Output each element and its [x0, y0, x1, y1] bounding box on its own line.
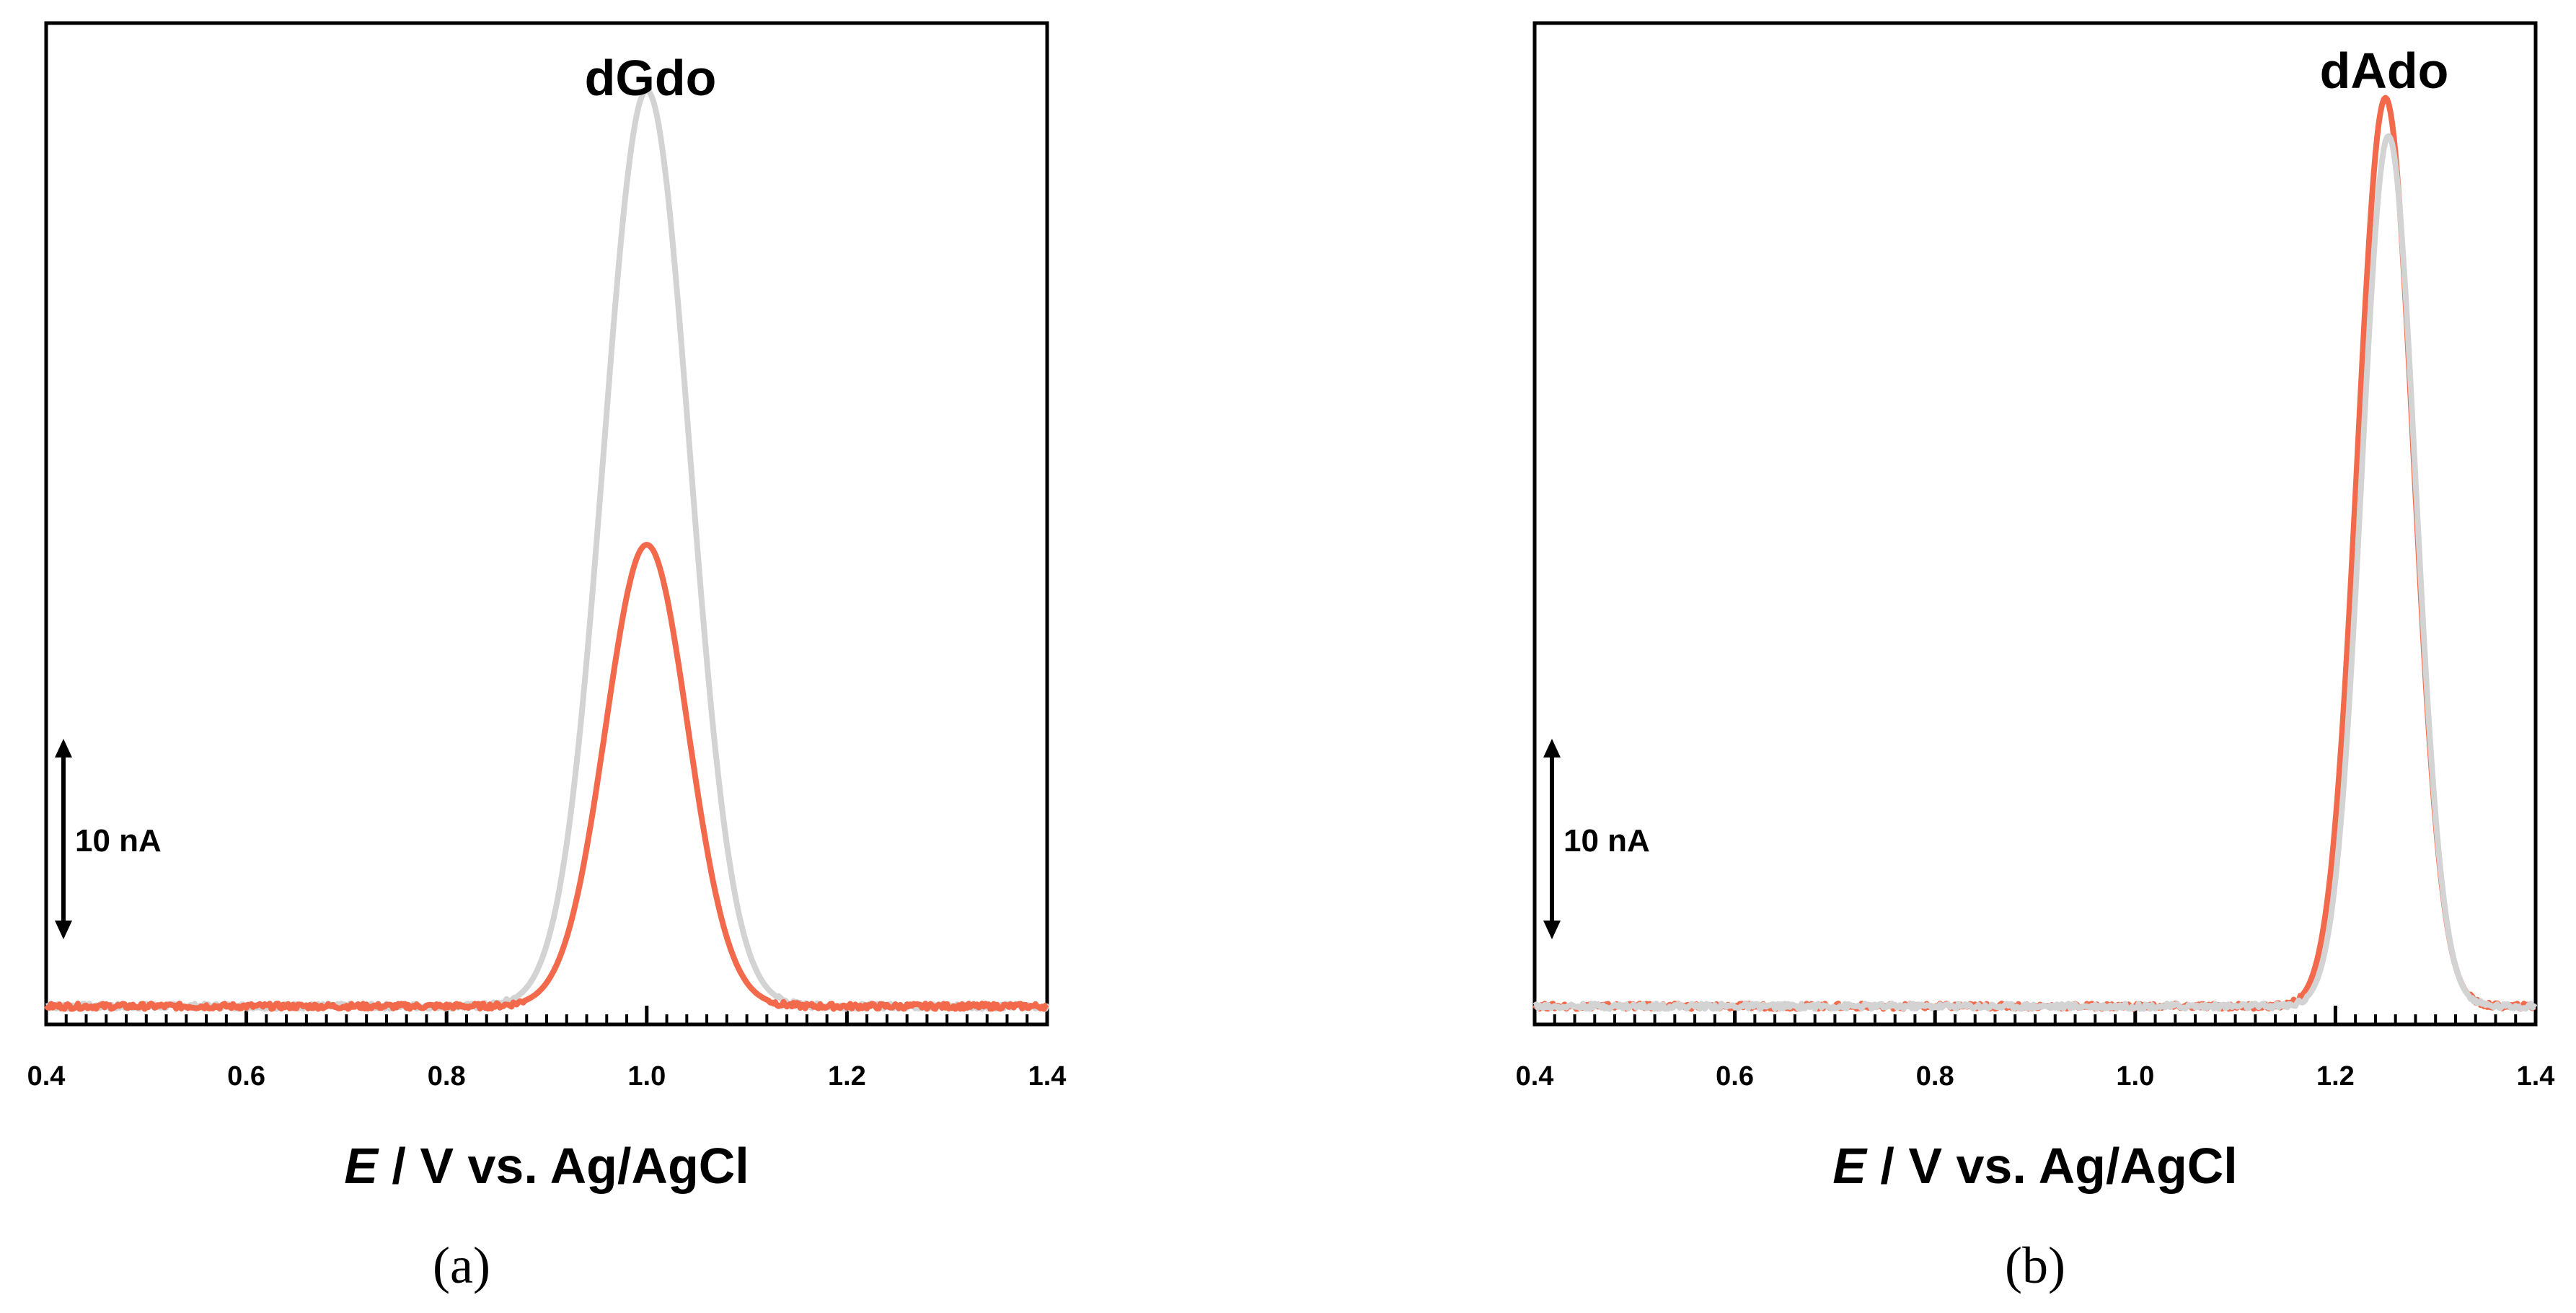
- panel-b-x-axis-label: E / V vs. Ag/AgCl: [1832, 1138, 2237, 1194]
- panel-b-x-tick-label: 1.4: [2517, 1061, 2555, 1092]
- panel-a-title: dGdo: [585, 50, 717, 106]
- panel-a-x-tick-label: 1.2: [828, 1061, 866, 1092]
- panel-b-x-tick-label: 0.6: [1716, 1061, 1754, 1092]
- panel-a-tick-labels: 0.4 0.6 0.8 1.0 1.2 1.4: [27, 1061, 1067, 1092]
- panel-a-x-tick-label: 1.4: [1028, 1061, 1067, 1092]
- panel-a-scale-arrow-down-icon: [55, 921, 72, 939]
- panel-a-x-axis-label: E / V vs. Ag/AgCl: [344, 1138, 749, 1194]
- panel-b-scale-arrow-up-icon: [1543, 739, 1561, 758]
- panel-a-x-tick-label: 0.6: [227, 1061, 265, 1092]
- panel-a: 0.4 0.6 0.8 1.0 1.2 1.4 dGdo 10 nA E / V vs. …: [27, 21, 1067, 1294]
- panel-a-scale-bar: 10 nA: [55, 739, 162, 939]
- panel-a-scale-label: 10 nA: [75, 823, 162, 858]
- panel-a-x-tick-label: 0.8: [428, 1061, 466, 1092]
- panel-b-scale-arrow-down-icon: [1543, 921, 1561, 939]
- panel-b-label: (b): [2005, 1237, 2065, 1294]
- panel-b-x-tick-label: 0.8: [1916, 1061, 1954, 1092]
- panel-a-tick-marks: [44, 1006, 1049, 1024]
- panel-b-x-tick-label: 1.0: [2116, 1061, 2154, 1092]
- panel-a-series-orange: [43, 542, 1049, 1012]
- panel-a-label: (a): [433, 1237, 490, 1294]
- panel-a-series: [43, 87, 1050, 1012]
- panel-b-scale-bar: 10 nA: [1543, 739, 1650, 939]
- panel-b-x-tick-label: 0.4: [1516, 1061, 1554, 1092]
- panel-b-x-tick-label: 1.2: [2316, 1061, 2355, 1092]
- panel-b-scale-label: 10 nA: [1563, 823, 1650, 858]
- panel-b-series: [1532, 95, 2538, 1012]
- panel-a-scale-arrow-up-icon: [55, 739, 72, 758]
- panel-a-x-tick-label: 0.4: [27, 1061, 66, 1092]
- panel-b-tick-labels: 0.4 0.6 0.8 1.0 1.2 1.4: [1516, 1061, 2555, 1092]
- panel-b: 0.4 0.6 0.8 1.0 1.2 1.4 dAdo 10 nA E / V vs. …: [1516, 21, 2555, 1294]
- panel-b-title: dAdo: [2320, 43, 2449, 99]
- panel-b-series-gray: [1532, 133, 2538, 1012]
- panel-b-tick-marks: [1532, 1006, 2538, 1024]
- panel-a-x-tick-label: 1.0: [627, 1061, 666, 1092]
